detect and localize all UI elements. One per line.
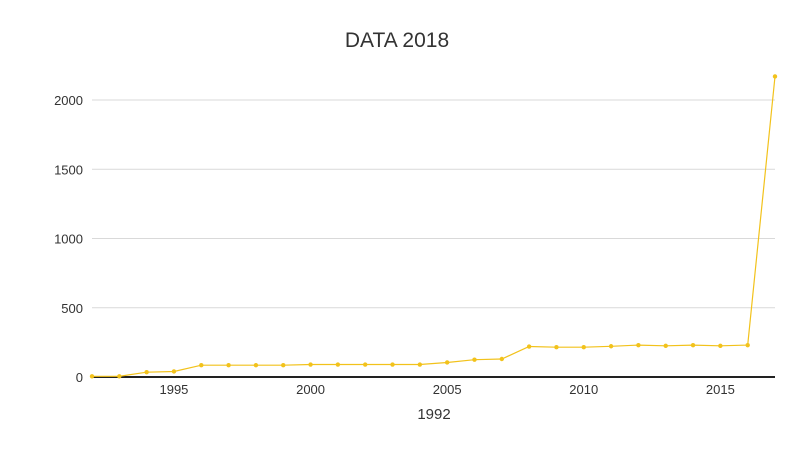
data-point-2009[interactable] — [554, 345, 559, 350]
data-point-2001[interactable] — [335, 362, 341, 367]
grid-lines — [92, 99, 775, 309]
y-axis-ticks: 0 500 1000 1500 2000 — [54, 93, 83, 385]
data-point-1996[interactable] — [199, 363, 204, 368]
data-point-2017[interactable] — [772, 74, 778, 79]
data-point-1992[interactable] — [89, 374, 95, 379]
data-point-2007[interactable] — [499, 356, 504, 362]
data-point-2005[interactable] — [444, 360, 450, 365]
data-point-2003[interactable] — [390, 362, 395, 367]
data-point-2010[interactable] — [581, 345, 586, 350]
data-point-2008[interactable] — [526, 344, 532, 349]
data-point-2002[interactable] — [363, 362, 368, 367]
x-axis-label: 1992 — [417, 406, 450, 423]
y-tick-label: 1500 — [54, 162, 83, 177]
x-tick-label: 1995 — [159, 382, 188, 397]
data-point-1998[interactable] — [253, 363, 259, 368]
data-point-1994[interactable] — [144, 369, 149, 375]
y-tick-label: 1000 — [54, 232, 83, 247]
data-point-2013[interactable] — [663, 343, 668, 349]
x-axis-ticks: 1995 2000 2005 2010 2015 — [159, 382, 734, 397]
data-point-2012[interactable] — [636, 342, 641, 348]
data-point-1993[interactable] — [117, 374, 122, 379]
x-tick-label: 2010 — [569, 382, 598, 397]
data-point-1995[interactable] — [171, 369, 177, 374]
series-line — [92, 76, 776, 377]
data-point-2016[interactable] — [745, 342, 750, 348]
data-point-2011[interactable] — [608, 344, 614, 349]
data-point-2014[interactable] — [690, 342, 696, 348]
series-layer — [89, 74, 778, 379]
y-tick-label: 0 — [76, 370, 83, 385]
data-point-1997[interactable] — [226, 363, 231, 368]
x-tick-label: 2000 — [296, 382, 325, 397]
data-point-2004[interactable] — [417, 362, 423, 367]
chart-title: DATA 2018 — [345, 29, 449, 52]
data-point-1999[interactable] — [281, 363, 286, 368]
data-point-2015[interactable] — [718, 343, 723, 349]
data-point-2000[interactable] — [308, 362, 313, 367]
x-tick-label: 2005 — [433, 382, 462, 397]
y-tick-label: 500 — [61, 301, 83, 316]
data-point-2006[interactable] — [472, 357, 477, 362]
x-tick-label: 2015 — [706, 382, 735, 397]
y-tick-label: 2000 — [54, 93, 83, 108]
